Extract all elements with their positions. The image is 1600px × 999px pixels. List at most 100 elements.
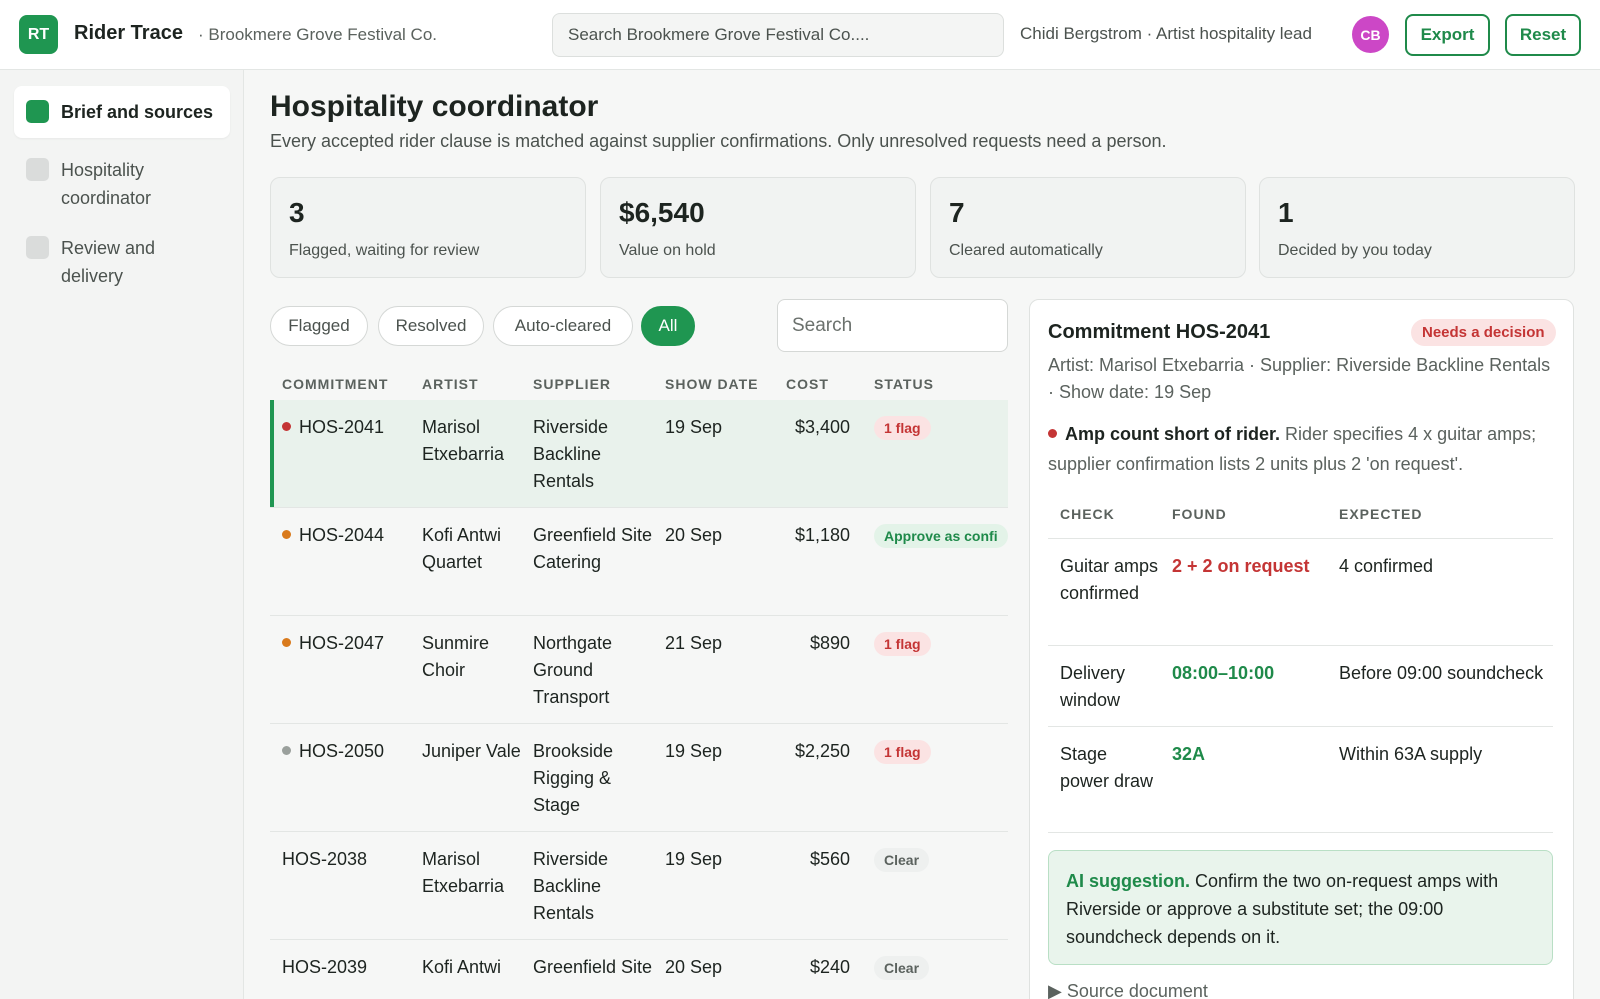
- cost-cell: $560: [809, 849, 850, 869]
- commitments-table: COMMITMENT ARTIST SUPPLIER SHOW DATE COS…: [270, 362, 1008, 999]
- show-date-cell: 21 Sep: [665, 633, 723, 653]
- filter-all[interactable]: All: [641, 306, 695, 346]
- sidebar: Brief and sources Hospitality coordinato…: [0, 70, 244, 999]
- check-expected: 4 confirmed: [1339, 556, 1434, 576]
- status-dot-icon: [282, 422, 291, 431]
- sidebar-item-label: Brief and sources: [61, 102, 214, 122]
- export-button[interactable]: Export: [1405, 14, 1490, 56]
- status-badge: 1 flag: [874, 416, 931, 440]
- step-status-icon: [26, 158, 49, 181]
- filter-resolved[interactable]: Resolved: [378, 306, 484, 346]
- sidebar-item-label: Review and delivery: [61, 238, 156, 286]
- supplier-cell: Brookside Rigging & Stage: [533, 741, 614, 815]
- reset-button[interactable]: Reset: [1505, 14, 1581, 56]
- column-header: SUPPLIER: [533, 376, 612, 392]
- step-status-icon: [26, 236, 49, 259]
- check-row: Delivery window 08:00–10:00 Before 09:00 s…: [1048, 645, 1553, 726]
- artist-cell: Juniper Vale: [422, 741, 521, 761]
- check-name: Delivery window: [1060, 663, 1126, 710]
- cost-cell: $3,400: [794, 417, 850, 437]
- commitment-id-cell: HOS-2039: [282, 954, 417, 981]
- check-row: Guitar amps confirmed 2 + 2 on request 4 c…: [1048, 538, 1553, 645]
- status-dot-icon: [282, 746, 291, 755]
- column-header: FOUND: [1172, 506, 1227, 522]
- sidebar-item-brief-and-sources[interactable]: Brief and sources: [14, 86, 230, 138]
- table-row[interactable]: HOS-2039 Kofi Antwi Greenfield Site 20 Sep $…: [270, 940, 1008, 999]
- sidebar-item-review-and-delivery[interactable]: Review and delivery: [14, 222, 230, 302]
- supplier-cell: Greenfield Site Catering: [533, 525, 653, 572]
- stat-label: Value on hold: [619, 242, 716, 259]
- show-date-cell: 19 Sep: [665, 741, 723, 761]
- cost-cell: $240: [809, 957, 850, 977]
- table-row[interactable]: HOS-2044 Kofi Antwi Quartet Greenfield Sit…: [270, 508, 1008, 616]
- commitment-id-cell: HOS-2041: [282, 414, 417, 441]
- table-row[interactable]: HOS-2047 Sunmire Choir Northgate Ground Tr…: [270, 616, 1008, 724]
- table-row[interactable]: HOS-2038 Marisol Etxebarria Riverside Back…: [270, 832, 1008, 940]
- sidebar-item-hospitality-coordinator[interactable]: Hospitality coordinator: [14, 144, 230, 224]
- show-date-cell: 20 Sep: [665, 957, 723, 977]
- avatar[interactable]: CB: [1352, 16, 1389, 53]
- step-status-icon: [26, 100, 49, 123]
- user-info: Chidi Bergstrom · Artist hospitality lea…: [1020, 24, 1312, 43]
- cost-cell: $2,250: [794, 741, 850, 761]
- stat-card-cleared: 7 Cleared automatically: [930, 177, 1246, 278]
- issue-text: Rider specifies 4 x guitar amps; supplie…: [1048, 424, 1537, 474]
- status-badge: 1 flag: [874, 632, 931, 656]
- table-search-input[interactable]: Search: [777, 299, 1008, 352]
- stat-value: $6,540: [619, 197, 705, 228]
- check-expected: Within 63A supply: [1339, 744, 1483, 764]
- artist-cell: Kofi Antwi Quartet: [422, 525, 502, 572]
- stat-label: Decided by you today: [1278, 242, 1432, 259]
- check-expected: Before 09:00 soundcheck: [1339, 663, 1544, 683]
- table-row[interactable]: HOS-2041 Marisol Etxebarria Riverside Back…: [270, 400, 1008, 508]
- source-document-toggle[interactable]: ▶ Source document: [1048, 981, 1208, 999]
- global-search-input[interactable]: Search Brookmere Grove Festival Co....: [552, 13, 1004, 57]
- column-header: SHOW DATE: [665, 376, 759, 392]
- commitment-id: HOS-2041: [299, 417, 385, 437]
- commitment-id-cell: HOS-2044: [282, 522, 417, 549]
- check-name: Guitar amps confirmed: [1060, 556, 1159, 603]
- commitment-id-cell: HOS-2047: [282, 630, 417, 657]
- commitment-id: HOS-2050: [299, 741, 385, 761]
- check-found: 32A: [1172, 744, 1206, 764]
- supplier-cell: Northgate Ground Transport: [533, 633, 613, 707]
- stat-card-decided: 1 Decided by you today: [1259, 177, 1575, 278]
- column-header: ARTIST: [422, 376, 479, 392]
- filter-auto-cleared[interactable]: Auto-cleared: [493, 306, 633, 346]
- column-header: COST: [786, 376, 829, 392]
- stat-value: 7: [949, 197, 965, 228]
- artist-cell: Marisol Etxebarria: [422, 849, 505, 896]
- check-name: Stage power draw: [1060, 744, 1154, 791]
- supplier-cell: Riverside Backline Rentals: [533, 849, 609, 923]
- stat-value: 1: [1278, 197, 1294, 228]
- show-date-cell: 20 Sep: [665, 525, 723, 545]
- supplier-cell: Riverside Backline Rentals: [533, 417, 609, 491]
- show-date-cell: 19 Sep: [665, 849, 723, 869]
- commitment-id: HOS-2047: [299, 633, 385, 653]
- status-dot-icon: [282, 530, 291, 539]
- app-name: Rider Trace: [74, 22, 183, 44]
- commitment-id: HOS-2039: [282, 957, 368, 977]
- commitment-id: HOS-2038: [282, 849, 368, 869]
- table-row[interactable]: HOS-2050 Juniper Vale Brookside Rigging & …: [270, 724, 1008, 832]
- status-dot-icon: [282, 638, 291, 647]
- filter-flagged[interactable]: Flagged: [270, 306, 368, 346]
- sidebar-item-label: Hospitality coordinator: [61, 160, 152, 208]
- stat-card-flagged: 3 Flagged, waiting for review: [270, 177, 586, 278]
- stat-card-value-on-hold: $6,540 Value on hold: [600, 177, 916, 278]
- status-badge: Clear: [874, 956, 930, 980]
- issue-summary: Amp count short of rider. Rider specifie…: [1048, 419, 1563, 479]
- ai-suggestion: AI suggestion. Confirm the two on-reques…: [1048, 850, 1553, 965]
- status-badge: Clear: [874, 848, 930, 872]
- check-found: 2 + 2 on request: [1172, 556, 1310, 576]
- org-name: · Brookmere Grove Festival Co.: [198, 25, 438, 44]
- cost-cell: $890: [809, 633, 850, 653]
- artist-cell: Marisol Etxebarria: [422, 417, 505, 464]
- cost-cell: $1,180: [794, 525, 850, 545]
- artist-cell: Kofi Antwi: [422, 957, 502, 977]
- page-subtitle: Every accepted rider clause is matched a…: [270, 131, 1167, 151]
- column-header: EXPECTED: [1339, 506, 1423, 522]
- status-badge: Approve as confi: [874, 524, 1008, 548]
- commitment-id-cell: HOS-2038: [282, 846, 417, 873]
- column-header: COMMITMENT: [282, 376, 389, 392]
